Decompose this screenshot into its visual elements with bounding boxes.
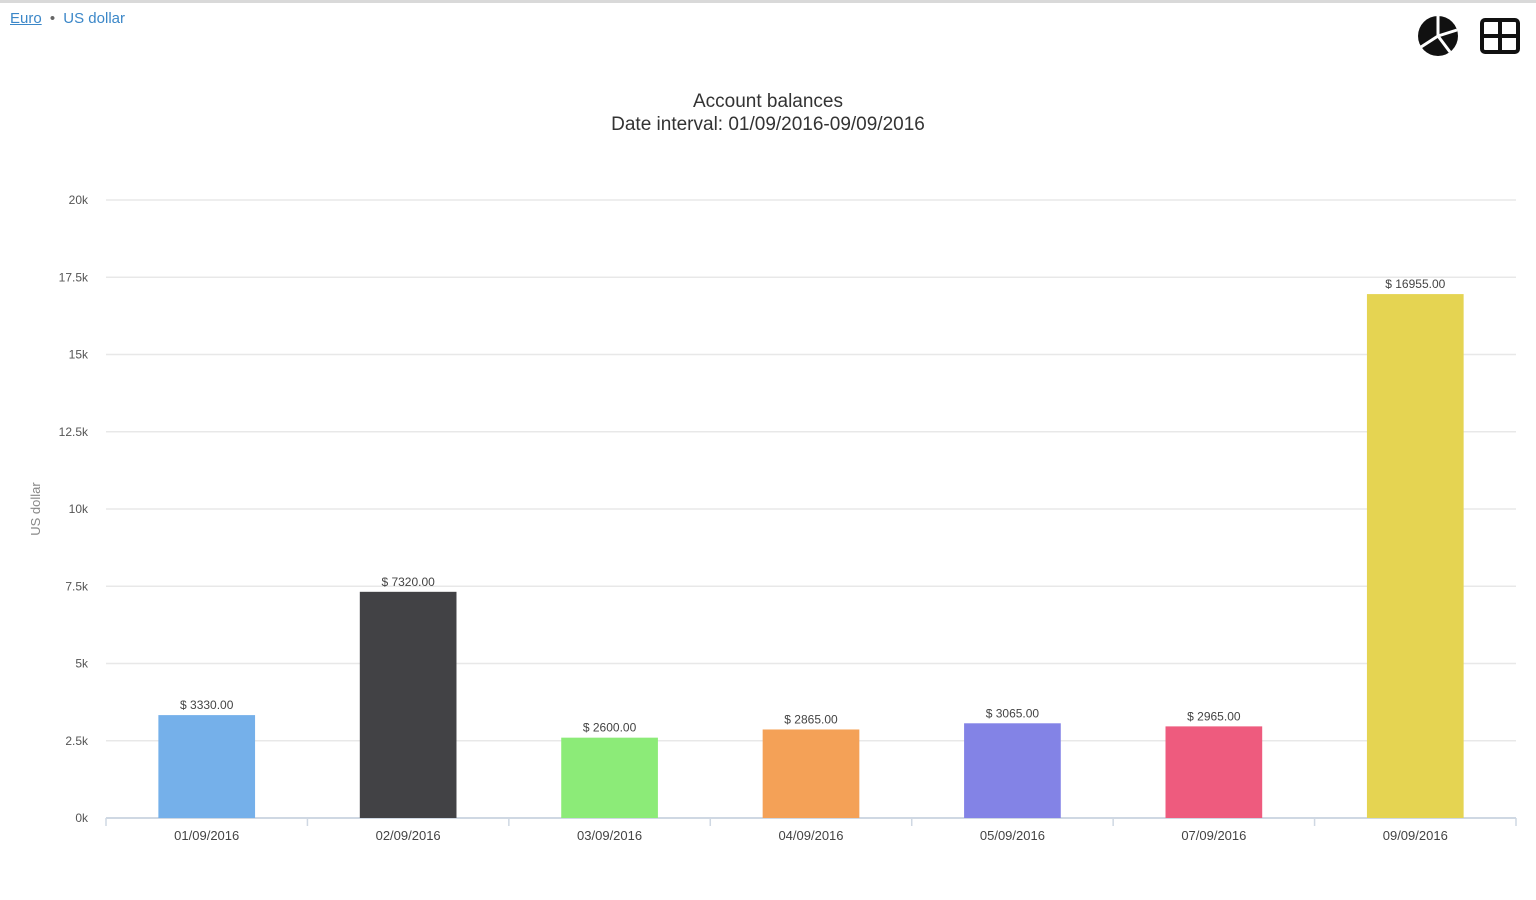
bar [359,591,457,818]
y-tick-label: 5k [75,657,89,671]
pie-chart-icon[interactable] [1416,14,1460,58]
breadcrumb-separator: • [49,10,56,27]
bar [1366,294,1464,818]
bar-value-label: $ 2600.00 [583,721,637,735]
breadcrumb: Euro • US dollar [10,10,125,27]
table-grid-icon[interactable] [1478,14,1522,58]
x-tick-label: 02/09/2016 [376,828,441,843]
x-tick-label: 07/09/2016 [1181,828,1246,843]
top-border [0,0,1536,3]
x-tick-label: 09/09/2016 [1383,828,1448,843]
bar [964,723,1061,818]
y-tick-label: 15k [69,348,89,362]
y-tick-label: 10k [69,502,89,516]
bar [1165,726,1263,818]
y-tick-label: 12.5k [59,425,89,439]
breadcrumb-current-us-dollar: US dollar [63,10,125,27]
chart-title: Account balances [693,91,843,112]
bar [561,737,658,818]
y-tick-label: 17.5k [59,270,89,284]
bar-value-label: $ 2965.00 [1187,709,1241,723]
y-axis-title: US dollar [28,482,43,536]
y-tick-label: 7.5k [65,579,89,593]
chart-subtitle: Date interval: 01/09/2016-09/09/2016 [611,114,925,135]
y-tick-label: 2.5k [65,734,89,748]
bar-value-label: $ 16955.00 [1385,277,1445,291]
bars-layer [158,294,1464,818]
bar-value-label: $ 2865.00 [784,712,838,726]
x-tick-label: 03/09/2016 [577,828,642,843]
bar-value-label: $ 3065.00 [986,706,1040,720]
y-tick-label: 20k [69,193,89,207]
bar-value-label: $ 3330.00 [180,698,234,712]
bar-value-label: $ 7320.00 [381,575,435,589]
x-tick-label: 04/09/2016 [778,828,843,843]
x-tick-label: 05/09/2016 [980,828,1045,843]
bar [158,715,256,818]
y-tick-label: 0k [75,811,89,825]
labels-layer: 0k 2.5k 5k 7.5k 10k 12.5k 15k 17.5k 20k $ 3330.00… [59,193,1448,843]
breadcrumb-link-euro[interactable]: Euro [10,10,42,27]
bar [762,729,860,818]
x-tick-label: 01/09/2016 [174,828,239,843]
